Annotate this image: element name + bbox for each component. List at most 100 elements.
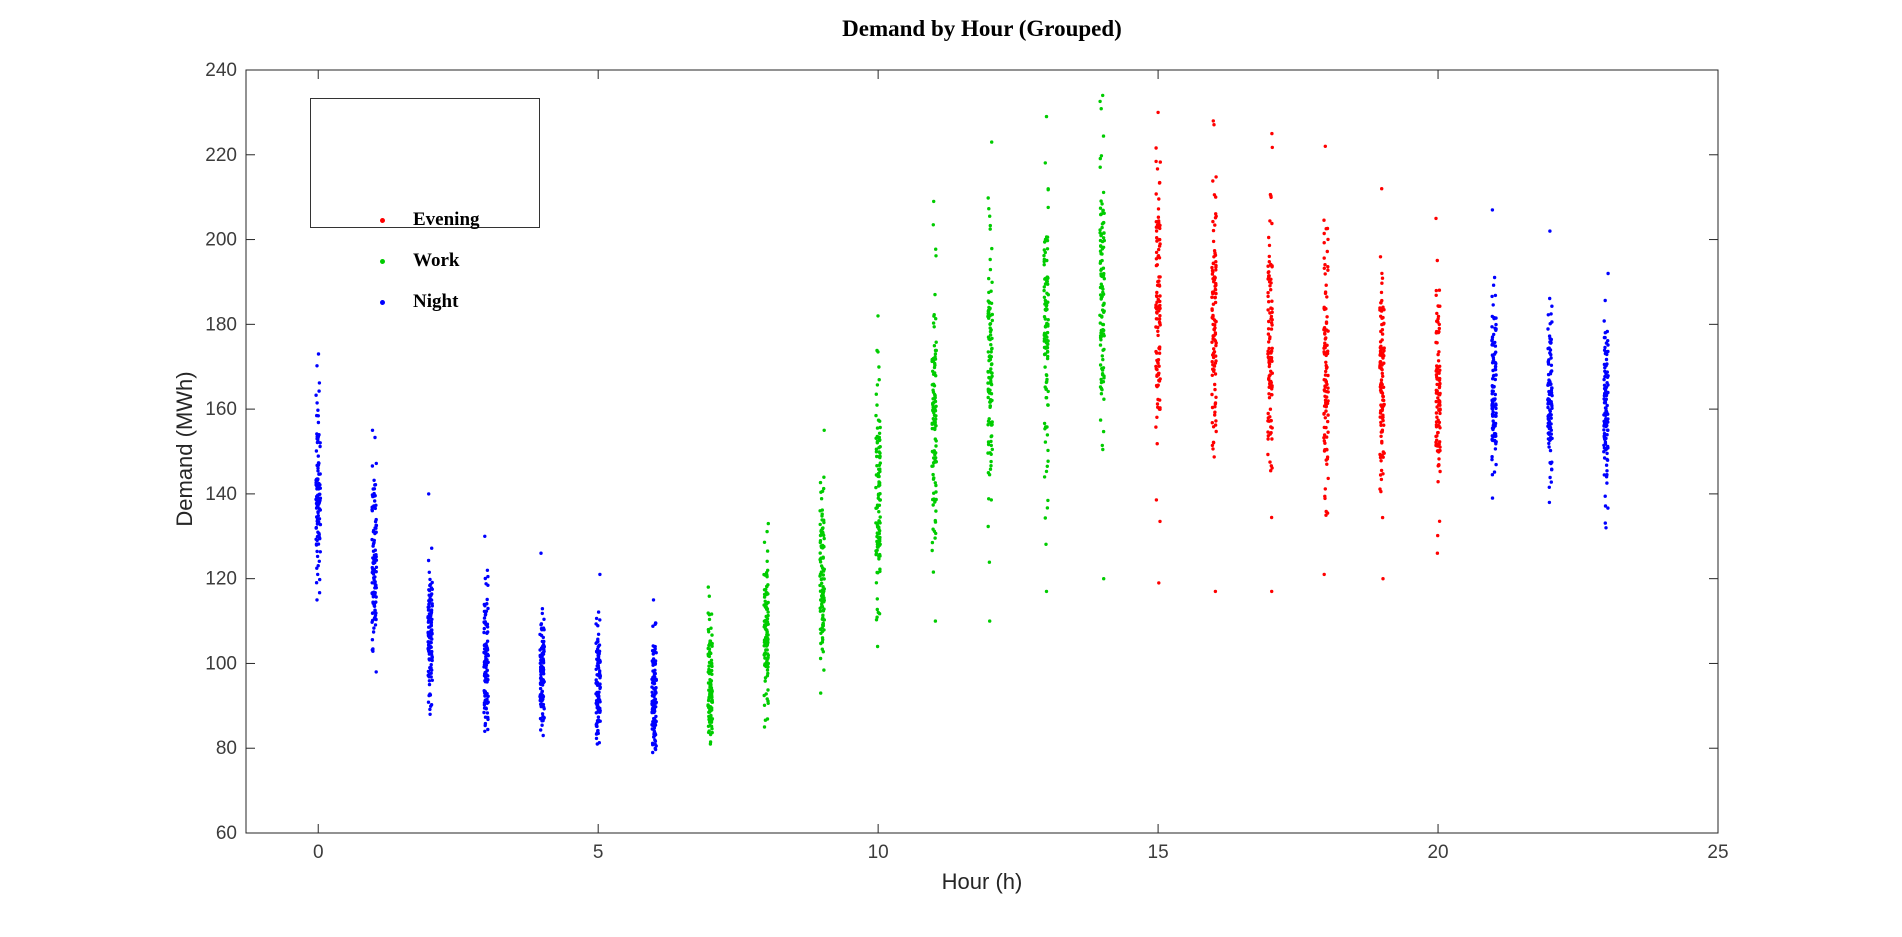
- scatter-point: [1325, 315, 1329, 319]
- scatter-point: [874, 618, 879, 622]
- scatter-point: [594, 722, 598, 727]
- scatter-point: [934, 247, 938, 251]
- scatter-point: [1210, 315, 1214, 320]
- scatter-point: [427, 693, 431, 698]
- scatter-point: [932, 199, 936, 204]
- scatter-point: [1046, 459, 1050, 463]
- scatter-point: [540, 719, 544, 723]
- scatter-point: [821, 615, 825, 620]
- scatter-point: [541, 680, 546, 685]
- scatter-point: [934, 444, 938, 448]
- scatter-point: [1491, 368, 1495, 373]
- scatter-point: [1546, 417, 1551, 422]
- scatter-point: [1603, 374, 1607, 379]
- scatter-point: [1042, 475, 1047, 479]
- scatter-point: [598, 686, 602, 691]
- scatter-point: [1602, 431, 1607, 436]
- scatter-point: [1042, 345, 1047, 350]
- scatter-point: [1493, 361, 1498, 365]
- scatter-point: [1325, 455, 1330, 459]
- scatter-point: [1550, 320, 1554, 324]
- scatter-point: [1493, 367, 1498, 372]
- scatter-point: [1434, 331, 1439, 335]
- scatter-point: [710, 641, 714, 646]
- scatter-point: [1604, 406, 1608, 411]
- scatter-point: [486, 630, 490, 634]
- scatter-point: [538, 682, 543, 686]
- scatter-point: [1266, 294, 1270, 299]
- scatter-point: [1099, 392, 1104, 396]
- scatter-point: [1323, 389, 1327, 393]
- scatter-point: [818, 574, 822, 578]
- scatter-point: [1436, 423, 1441, 428]
- scatter-point: [987, 310, 991, 315]
- scatter-point: [429, 704, 433, 708]
- scatter-point: [1435, 551, 1440, 555]
- scatter-point: [651, 669, 655, 673]
- scatter-point: [762, 595, 767, 599]
- scatter-point: [1098, 336, 1103, 340]
- scatter-point: [1155, 311, 1159, 315]
- scatter-point: [317, 533, 321, 537]
- scatter-point: [429, 598, 434, 602]
- scatter-point: [1157, 247, 1161, 252]
- scatter-point: [1604, 526, 1608, 530]
- scatter-point: [1267, 419, 1271, 423]
- scatter-point: [430, 604, 434, 608]
- scatter-point: [1266, 270, 1271, 275]
- scatter-point: [373, 608, 377, 612]
- scatter-point: [1379, 434, 1383, 438]
- scatter-point: [597, 671, 602, 675]
- scatter-point: [763, 599, 767, 603]
- scatter-point: [370, 581, 374, 585]
- scatter-point: [931, 356, 936, 361]
- scatter-point: [1212, 369, 1216, 373]
- scatter-point: [650, 681, 655, 685]
- scatter-point: [314, 393, 318, 397]
- scatter-point: [1550, 393, 1554, 398]
- scatter-point: [1603, 437, 1607, 441]
- scatter-point: [1326, 373, 1330, 378]
- scatter-point: [1381, 450, 1386, 454]
- scatter-point: [1267, 396, 1272, 400]
- scatter-point: [989, 367, 993, 371]
- scatter-point: [1546, 346, 1550, 351]
- scatter-point: [821, 526, 825, 530]
- scatter-point: [766, 633, 770, 637]
- scatter-point: [597, 673, 601, 678]
- scatter-point: [1266, 430, 1270, 434]
- scatter-point: [429, 640, 433, 645]
- scatter-point: [370, 509, 374, 513]
- y-tick-label: 200: [205, 230, 237, 251]
- scatter-point: [1154, 383, 1159, 388]
- scatter-point: [484, 582, 488, 586]
- scatter-point: [762, 703, 767, 707]
- scatter-point: [987, 560, 992, 564]
- scatter-point: [373, 613, 378, 618]
- scatter-point: [1605, 458, 1610, 462]
- scatter-point: [1323, 416, 1328, 420]
- scatter-point: [316, 454, 320, 458]
- scatter-point: [1493, 365, 1498, 369]
- scatter-point: [1602, 348, 1607, 352]
- scatter-point: [709, 658, 714, 662]
- scatter-point: [1602, 428, 1606, 432]
- scatter-point: [317, 381, 322, 385]
- scatter-point: [1492, 315, 1496, 320]
- scatter-point: [765, 584, 769, 589]
- scatter-point: [1043, 240, 1047, 244]
- scatter-point: [483, 698, 488, 702]
- scatter-point: [990, 362, 994, 366]
- scatter-point: [1267, 274, 1271, 278]
- scatter-point: [373, 526, 377, 530]
- scatter-point: [1494, 322, 1498, 327]
- scatter-point: [1045, 291, 1049, 295]
- scatter-point: [933, 399, 938, 404]
- scatter-point: [1603, 521, 1608, 525]
- scatter-point: [1605, 403, 1609, 408]
- hour-strip-19: [1378, 187, 1386, 581]
- scatter-point: [822, 428, 826, 432]
- scatter-point: [542, 644, 546, 649]
- scatter-point: [1101, 134, 1106, 138]
- scatter-point: [706, 646, 710, 651]
